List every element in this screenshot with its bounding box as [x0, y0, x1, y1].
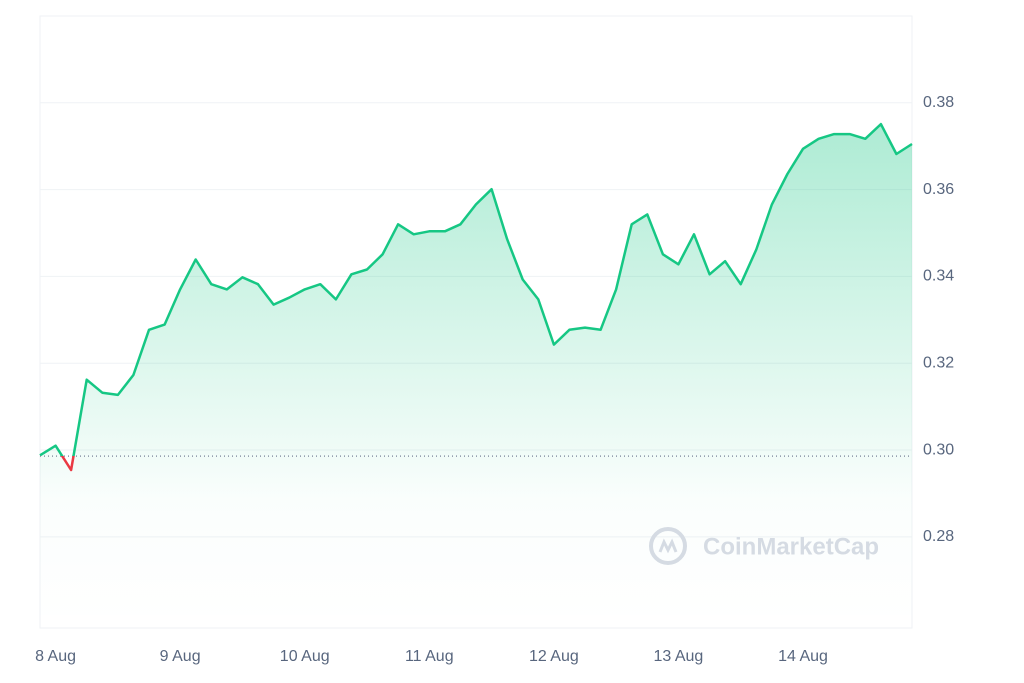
- y-tick-label: 0.28: [923, 528, 954, 545]
- x-tick-label: 8 Aug: [35, 648, 76, 665]
- x-tick-label: 14 Aug: [778, 648, 828, 665]
- x-tick-label: 12 Aug: [529, 648, 579, 665]
- y-tick-label: 0.32: [923, 354, 954, 371]
- y-tick-label: 0.34: [923, 268, 954, 285]
- y-tick-label: 0.38: [923, 94, 954, 111]
- y-tick-label: 0.36: [923, 181, 954, 198]
- watermark-logo: [649, 527, 687, 565]
- x-tick-label: 11 Aug: [405, 648, 454, 665]
- x-tick-label: 10 Aug: [280, 648, 330, 665]
- watermark: CoinMarketCap: [703, 533, 879, 560]
- area: [40, 124, 912, 628]
- x-tick-label: 9 Aug: [160, 648, 201, 665]
- price-line: [39, 122, 913, 472]
- x-tick-label: 13 Aug: [654, 648, 704, 665]
- y-tick-label: 0.30: [923, 441, 954, 458]
